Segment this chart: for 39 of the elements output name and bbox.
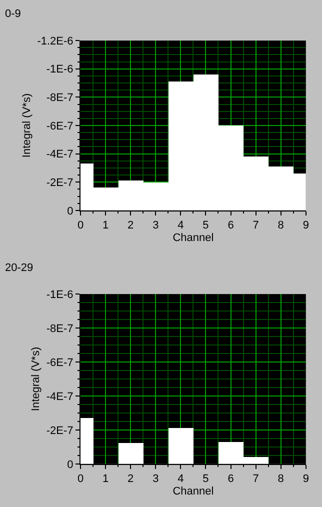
x-tick-label: 9 <box>302 220 309 232</box>
y-tick-label: 0 <box>67 458 74 471</box>
x-axis-title: Channel <box>172 485 214 498</box>
x-tick-label: 4 <box>178 220 184 232</box>
y-tick-label: 0 <box>67 205 74 218</box>
x-tick-label: 6 <box>228 473 234 486</box>
x-tick-label: 5 <box>202 220 209 232</box>
x-tick-label: 5 <box>202 473 209 486</box>
x-tick-label: 8 <box>278 473 284 486</box>
x-tick-label: 7 <box>252 220 259 232</box>
x-tick-label: 4 <box>178 473 184 486</box>
x-tick-label: 0 <box>77 220 84 232</box>
x-tick-label: 1 <box>102 220 109 232</box>
y-axis-title: Integral (V*s) <box>30 346 42 412</box>
x-tick-label: 9 <box>302 473 309 486</box>
y-tick-label: -2E-7 <box>46 176 74 189</box>
y-tick-label: -2E-7 <box>46 424 74 437</box>
x-tick-label: 8 <box>278 220 284 232</box>
y-tick-label: -1.2E-6 <box>37 35 74 48</box>
x-tick-label: 7 <box>252 473 259 486</box>
x-tick-label: 2 <box>128 220 134 232</box>
x-tick-label: 6 <box>228 220 234 232</box>
y-tick-label: -6E-7 <box>46 356 74 369</box>
x-tick-label: 3 <box>152 220 159 232</box>
x-tick-label: 2 <box>128 473 134 486</box>
x-axis-title: Channel <box>172 232 214 244</box>
y-axis-title: Integral (V*s) <box>20 93 33 158</box>
chart-title: 0-9 <box>5 8 21 20</box>
y-tick-label: -6E-7 <box>46 120 74 132</box>
y-tick-label: -1E-6 <box>46 288 74 301</box>
y-tick-label: -4E-7 <box>46 148 74 161</box>
x-tick-label: 3 <box>152 473 159 486</box>
x-tick-label: 1 <box>102 473 109 486</box>
x-tick-label: 0 <box>77 473 84 486</box>
y-tick-label: -8E-7 <box>46 322 74 335</box>
y-tick-label: -4E-7 <box>46 390 74 403</box>
chart-title: 20-29 <box>5 262 34 274</box>
y-tick-label: -8E-7 <box>46 92 74 104</box>
y-tick-label: -1E-6 <box>46 64 74 76</box>
